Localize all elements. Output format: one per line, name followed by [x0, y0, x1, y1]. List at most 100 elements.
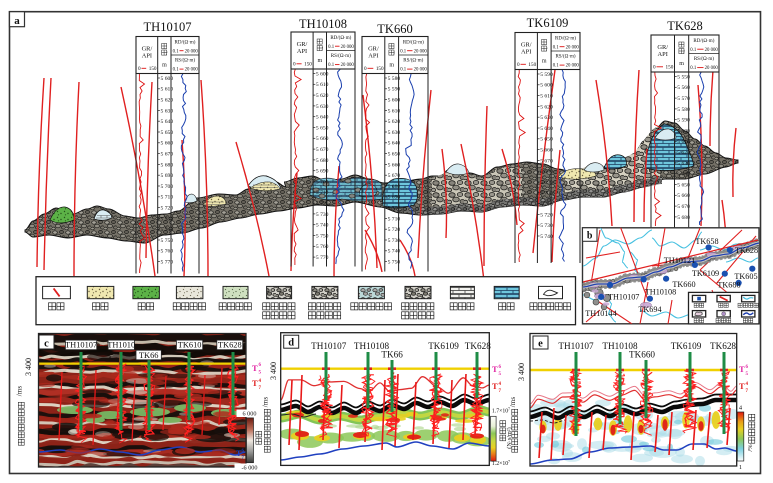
svg-text:0.1: 0.1: [173, 49, 180, 54]
svg-text:5 650: 5 650: [316, 125, 329, 131]
svg-text:5 740: 5 740: [388, 249, 401, 255]
svg-text:150: 150: [528, 62, 536, 68]
svg-text:TH10144: TH10144: [585, 309, 616, 318]
svg-text:GR/: GR/: [521, 42, 532, 49]
svg-text:5 770: 5 770: [161, 260, 174, 266]
svg-text:5 670: 5 670: [388, 173, 401, 179]
svg-text:API: API: [297, 48, 307, 55]
svg-text:TK628: TK628: [218, 341, 242, 350]
svg-text:20 000: 20 000: [341, 63, 355, 68]
svg-text:0.1: 0.1: [690, 66, 697, 71]
svg-text:20 000: 20 000: [566, 45, 580, 50]
svg-text:150: 150: [149, 66, 157, 72]
svg-text:5 710: 5 710: [316, 190, 329, 196]
svg-text:5 730: 5 730: [316, 212, 329, 218]
svg-text:TH10107: TH10107: [558, 341, 594, 351]
svg-text:TK660: TK660: [377, 22, 412, 36]
svg-text:TK6109: TK6109: [671, 341, 702, 351]
svg-text:5 620: 5 620: [316, 93, 329, 99]
svg-text:4: 4: [499, 382, 502, 387]
svg-text:RD/(Ω·m): RD/(Ω·m): [330, 36, 351, 41]
svg-text:RD/(Ω·m): RD/(Ω·m): [555, 37, 576, 42]
svg-text:20 000: 20 000: [341, 45, 355, 50]
svg-text:150: 150: [304, 62, 312, 68]
svg-text:5 630: 5 630: [316, 104, 329, 110]
svg-text:6: 6: [746, 365, 749, 370]
svg-text:5: 5: [259, 371, 262, 376]
svg-text:5 750: 5 750: [161, 238, 174, 244]
svg-text:20 000: 20 000: [566, 64, 580, 69]
svg-text:TH1010: TH1010: [107, 341, 135, 350]
svg-text:5 650: 5 650: [161, 130, 174, 136]
svg-text:T: T: [252, 378, 258, 388]
svg-text:TK6109: TK6109: [692, 269, 719, 278]
svg-text:6 000: 6 000: [243, 410, 257, 417]
svg-text:5 730: 5 730: [161, 216, 174, 222]
svg-text:0: 0: [517, 62, 520, 68]
svg-text:5 600: 5 600: [388, 98, 401, 104]
svg-text:1.2×10: 1.2×10: [492, 461, 508, 467]
svg-text:0.1: 0.1: [328, 63, 335, 68]
svg-text:5 550: 5 550: [677, 74, 690, 80]
svg-text:5 590: 5 590: [388, 87, 401, 93]
svg-text:5 610: 5 610: [388, 108, 401, 114]
svg-text:TK660: TK660: [629, 350, 655, 360]
svg-text:GR/: GR/: [657, 44, 668, 51]
svg-text:5 630: 5 630: [540, 115, 553, 121]
svg-text:5 620: 5 620: [540, 104, 553, 110]
svg-text:5 600: 5 600: [161, 76, 174, 82]
svg-text:5 590: 5 590: [540, 72, 553, 78]
svg-text:TH10108: TH10108: [354, 341, 390, 351]
svg-text:7: 7: [242, 456, 245, 461]
svg-text:1.7×10: 1.7×10: [492, 409, 508, 415]
svg-text:5 640: 5 640: [540, 126, 553, 132]
svg-text:5 600: 5 600: [677, 128, 690, 134]
svg-text:5 580: 5 580: [388, 76, 401, 82]
svg-text:TK66: TK66: [381, 350, 403, 360]
svg-text:e: e: [538, 339, 543, 350]
svg-text:0.1: 0.1: [400, 68, 407, 73]
svg-text:5 660: 5 660: [388, 162, 401, 168]
svg-text:0.1: 0.1: [328, 45, 335, 50]
svg-text:5 700: 5 700: [161, 184, 174, 190]
svg-text:5 730: 5 730: [540, 223, 553, 229]
svg-text:5 690: 5 690: [161, 173, 174, 179]
svg-text:5 630: 5 630: [677, 161, 690, 167]
svg-text:5 640: 5 640: [388, 141, 401, 147]
svg-text:5: 5: [499, 372, 502, 377]
svg-text:7: 7: [259, 386, 262, 391]
svg-text:3 400: 3 400: [269, 362, 278, 380]
svg-text:20 000: 20 000: [185, 68, 199, 73]
svg-text:TH10107: TH10107: [608, 293, 639, 302]
svg-text:API: API: [368, 53, 378, 60]
svg-text:c: c: [44, 339, 49, 350]
svg-text:RS/(Ω·m): RS/(Ω·m): [331, 54, 351, 59]
svg-text:20 000: 20 000: [705, 66, 719, 71]
svg-text:5 660: 5 660: [161, 141, 174, 147]
svg-text:TH10108: TH10108: [299, 17, 347, 31]
svg-text:TK628: TK628: [465, 341, 491, 351]
svg-text:4: 4: [739, 405, 743, 412]
svg-text:GR/: GR/: [297, 41, 308, 48]
svg-text:5 700: 5 700: [388, 206, 401, 212]
svg-text:TH10107: TH10107: [144, 20, 192, 34]
svg-text:5 680: 5 680: [161, 162, 174, 168]
svg-text:RS/(Ω·m): RS/(Ω·m): [555, 55, 575, 60]
svg-text:0.1: 0.1: [690, 48, 697, 53]
svg-text:d: d: [288, 338, 294, 349]
svg-text:5 720: 5 720: [316, 201, 329, 207]
svg-text:5 770: 5 770: [316, 255, 329, 261]
svg-text:4: 4: [746, 382, 749, 387]
svg-text:0.1: 0.1: [553, 64, 560, 69]
svg-text:TH10107: TH10107: [65, 341, 97, 350]
svg-text:/: /: [546, 47, 548, 53]
svg-text:/ms: /ms: [509, 397, 517, 408]
svg-text:TK628: TK628: [710, 341, 736, 351]
svg-text:20 000: 20 000: [185, 49, 199, 54]
svg-text:5 690: 5 690: [388, 195, 401, 201]
svg-text:5 570: 5 570: [677, 96, 690, 102]
svg-text:T: T: [492, 381, 498, 391]
svg-text:b: b: [587, 231, 593, 242]
svg-text:7: 7: [508, 459, 510, 464]
svg-text:5 670: 5 670: [316, 147, 329, 153]
